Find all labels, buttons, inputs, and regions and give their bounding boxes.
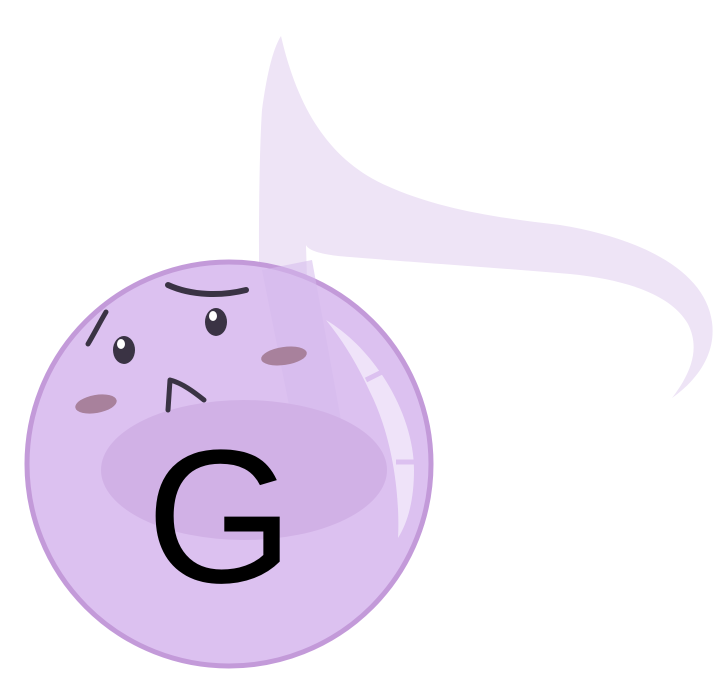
mouth [165,377,207,413]
note-flag [259,36,713,450]
gloss-highlight [326,320,414,538]
left-eyebrow [85,309,109,347]
left-cheek [75,394,117,414]
right-cheek [261,346,307,366]
note-letter-label: G [146,411,294,623]
left-eye [113,336,135,364]
right-eyebrow [165,282,249,297]
inner-shade [101,400,387,540]
gloss-segment [364,365,392,383]
right-eye [205,308,227,336]
